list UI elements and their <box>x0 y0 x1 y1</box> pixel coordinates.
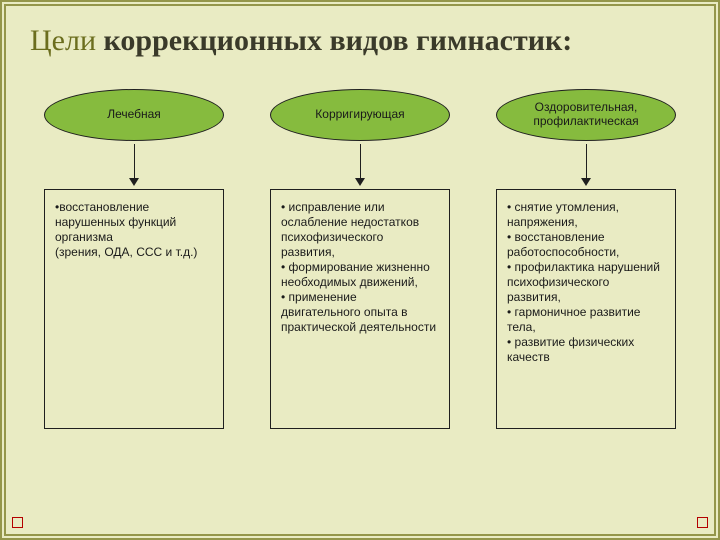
columns: Лечебная •восстановление нарушенных функ… <box>30 89 690 429</box>
arrow-2 <box>581 141 591 189</box>
ellipse-1: Корригирующая <box>270 89 450 141</box>
arrow-line-icon <box>134 144 135 178</box>
arrow-head-icon <box>581 178 591 186</box>
corner-br-icon <box>697 517 708 528</box>
title-rest: коррекционных видов гимнастик: <box>96 24 572 57</box>
arrow-head-icon <box>129 178 139 186</box>
slide: Цели коррекционных видов гимнастик: Лече… <box>0 0 720 540</box>
arrow-1 <box>355 141 365 189</box>
box-2: • снятие утомления, напряжения, • восста… <box>496 189 676 429</box>
title-strong: Цели <box>30 24 96 57</box>
box-0: •восстановление нарушенных функций орган… <box>44 189 224 429</box>
corner-bl-icon <box>12 517 23 528</box>
slide-title: Цели коррекционных видов гимнастик: <box>30 24 690 59</box>
arrow-line-icon <box>360 144 361 178</box>
ellipse-0-label: Лечебная <box>107 108 161 121</box>
column-1: Корригирующая • исправление или ослаблен… <box>256 89 464 429</box>
arrow-0 <box>129 141 139 189</box>
arrow-line-icon <box>586 144 587 178</box>
ellipse-2-label: Оздоровительная, профилактическая <box>507 101 665 127</box>
column-2: Оздоровительная, профилактическая • снят… <box>482 89 690 429</box>
ellipse-2: Оздоровительная, профилактическая <box>496 89 676 141</box>
ellipse-1-label: Корригирующая <box>315 108 404 121</box>
column-0: Лечебная •восстановление нарушенных функ… <box>30 89 238 429</box>
arrow-head-icon <box>355 178 365 186</box>
box-1: • исправление или ослабление недостатков… <box>270 189 450 429</box>
ellipse-0: Лечебная <box>44 89 224 141</box>
